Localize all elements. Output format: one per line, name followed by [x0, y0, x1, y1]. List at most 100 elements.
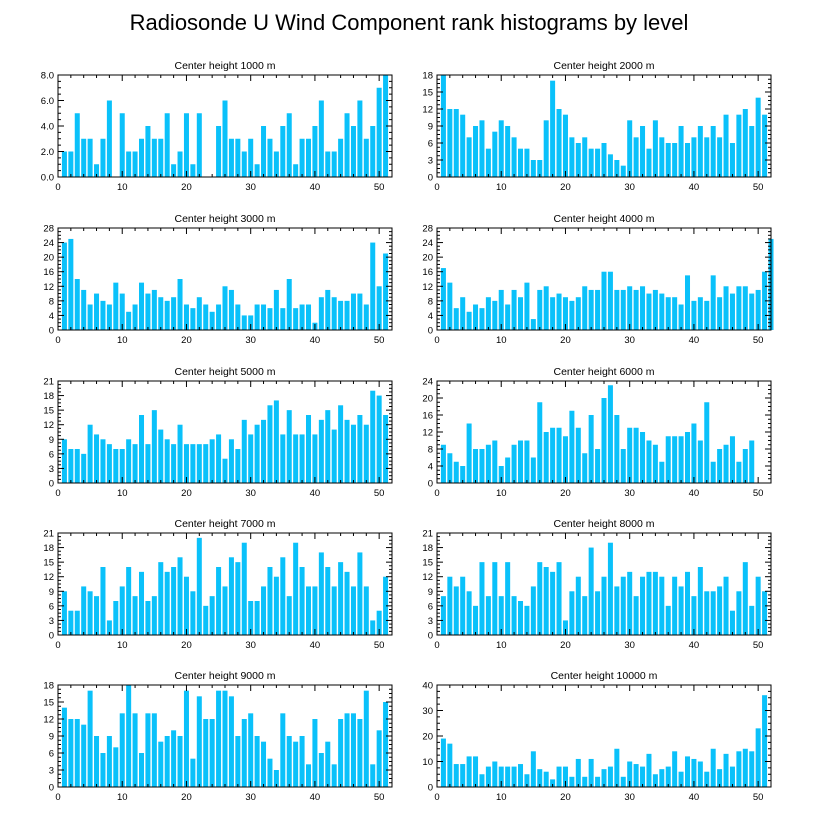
- bar: [164, 113, 170, 177]
- y-tick-label: 12: [43, 572, 54, 583]
- bar: [569, 776, 575, 787]
- bar: [659, 137, 665, 177]
- bar: [100, 439, 106, 483]
- bar: [556, 766, 562, 787]
- bar: [370, 764, 376, 787]
- bar: [755, 289, 761, 330]
- panel-4: Center height 4000 m 0 4 8 12 16 20 24 28 0 10 20 30…: [422, 213, 774, 346]
- bar: [177, 151, 183, 177]
- y-tick-label: 20: [422, 394, 433, 405]
- x-tick-label: 30: [245, 182, 256, 193]
- bar: [749, 605, 755, 635]
- bar: [453, 109, 459, 177]
- bar: [530, 457, 536, 483]
- panel-1: Center height 1000 m 0.0 2.0 4.0 6.0 8.0 0 10 20…: [41, 60, 393, 193]
- bar: [273, 151, 279, 177]
- bar: [293, 164, 299, 177]
- bar: [633, 764, 639, 787]
- y-tick-label: 0: [428, 631, 433, 642]
- bar: [473, 449, 479, 483]
- bar: [376, 730, 382, 787]
- bar: [293, 308, 299, 330]
- bar: [595, 591, 601, 635]
- bar: [627, 286, 633, 330]
- bar: [132, 444, 138, 483]
- bar: [331, 429, 337, 483]
- bar: [518, 148, 524, 177]
- y-tick-label: 28: [422, 224, 433, 235]
- x-tick-label: 30: [624, 335, 635, 346]
- bar: [575, 758, 581, 787]
- bar: [710, 748, 716, 787]
- bar: [460, 466, 466, 483]
- y-tick-label: 3: [49, 464, 54, 475]
- bar: [241, 542, 247, 635]
- x-tick-label: 30: [245, 792, 256, 803]
- bar: [383, 702, 389, 787]
- bar: [582, 596, 588, 635]
- bar: [87, 424, 93, 483]
- bar: [562, 766, 568, 787]
- y-tick-label: 3: [428, 156, 433, 167]
- bar: [338, 138, 344, 177]
- bar: [742, 109, 748, 177]
- bar: [691, 758, 697, 787]
- bar: [556, 562, 562, 635]
- bar: [505, 304, 511, 330]
- bar: [94, 164, 100, 177]
- bar: [177, 736, 183, 787]
- bar: [273, 770, 279, 787]
- bar: [762, 114, 768, 177]
- bar: [755, 576, 761, 635]
- bar: [81, 138, 87, 177]
- bar: [139, 415, 145, 483]
- bar: [158, 429, 164, 483]
- y-tick-label: 9: [49, 732, 54, 743]
- bar: [106, 100, 112, 177]
- bar: [601, 769, 607, 787]
- y-tick-label: 15: [422, 558, 433, 569]
- bar: [325, 567, 331, 635]
- bar: [646, 571, 652, 635]
- bar: [524, 148, 530, 177]
- panel-title: Center height 6000 m: [554, 366, 655, 378]
- bar: [595, 148, 601, 177]
- y-tick-label: 15: [422, 88, 433, 99]
- bar: [633, 137, 639, 177]
- x-tick-label: 30: [245, 640, 256, 651]
- bar: [575, 143, 581, 177]
- bar: [299, 304, 305, 330]
- bar: [492, 562, 498, 635]
- y-tick-label: 20: [422, 253, 433, 264]
- bar: [524, 440, 530, 483]
- bar: [627, 761, 633, 787]
- bar: [132, 713, 138, 787]
- bar: [357, 719, 363, 787]
- bar: [440, 268, 446, 330]
- bar: [672, 297, 678, 330]
- bar: [81, 724, 87, 787]
- bar: [325, 741, 331, 787]
- bar: [158, 138, 164, 177]
- bar: [299, 736, 305, 787]
- y-tick-label: 24: [422, 377, 433, 388]
- y-tick-label: 12: [422, 572, 433, 583]
- y-tick-label: 0: [428, 479, 433, 490]
- x-tick-label: 0: [55, 488, 60, 499]
- bar: [562, 297, 568, 330]
- bar: [729, 143, 735, 177]
- bar: [100, 300, 106, 330]
- y-tick-label: 6: [49, 601, 54, 612]
- y-tick-label: 12: [422, 105, 433, 116]
- bar: [678, 126, 684, 177]
- y-tick-label: 0: [49, 479, 54, 490]
- bar: [717, 586, 723, 635]
- bar: [742, 562, 748, 635]
- bar: [228, 439, 234, 483]
- bar: [704, 300, 710, 330]
- bar: [370, 126, 376, 177]
- x-tick-label: 20: [181, 182, 192, 193]
- bar: [248, 315, 254, 330]
- y-tick-label: 8: [49, 296, 54, 307]
- bar: [685, 432, 691, 483]
